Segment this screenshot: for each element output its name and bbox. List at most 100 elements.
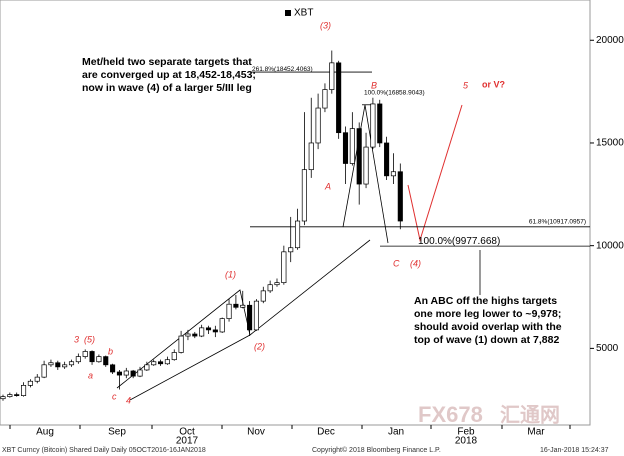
wave-label: (4) — [410, 258, 421, 268]
candle-body — [14, 394, 20, 396]
candle-body — [233, 303, 239, 308]
candle-body — [397, 171, 403, 222]
candle-body — [0, 396, 6, 400]
wave-label: 3 — [74, 334, 79, 344]
candle-body — [247, 304, 253, 331]
candle-body — [390, 171, 397, 177]
candle-body — [185, 333, 191, 337]
y-tick-label: 10000 — [596, 240, 624, 251]
candle-body — [27, 380, 33, 386]
legend-swatch — [285, 10, 291, 16]
candle-body — [7, 394, 13, 398]
fib-label: 100.0%(9977.668) — [418, 236, 500, 247]
x-tick-label: Feb — [457, 427, 475, 438]
candle-body — [103, 356, 109, 366]
candle-body — [274, 282, 280, 286]
candle-body — [384, 142, 390, 177]
footer: 16-Jan-2018 15:24:37 — [540, 447, 609, 454]
candle-body — [48, 362, 54, 366]
candle-body — [329, 62, 335, 90]
candle-body — [89, 351, 95, 363]
x-tick-label: Jan — [388, 427, 404, 438]
candle-body — [301, 169, 307, 222]
candle-body — [267, 284, 273, 292]
footer: Copyright© 2018 Bloomberg Finance L.P. — [312, 446, 441, 454]
candle-body — [34, 376, 40, 382]
wave-label: (1) — [225, 269, 236, 279]
wave-label: (3) — [320, 20, 331, 30]
candle-body — [55, 362, 61, 368]
candle-body — [137, 369, 143, 377]
wave-label: (2) — [254, 341, 265, 351]
x-tick-label: Nov — [247, 427, 265, 438]
candle-body — [281, 251, 287, 283]
x-tick-label: Mar — [527, 427, 545, 438]
wave-label: 5 — [463, 80, 469, 90]
fib-label: 261.8%(18452.4063) — [252, 66, 313, 73]
candle-body — [377, 103, 383, 144]
candle-body — [144, 364, 150, 371]
watermark: 汇通网 — [500, 403, 560, 426]
candle-body — [178, 335, 184, 353]
wave-label: b — [108, 346, 113, 356]
legend: XBT — [294, 8, 313, 19]
candle-body — [356, 128, 362, 185]
candle-body — [295, 220, 301, 249]
candle-body — [110, 364, 116, 373]
candle-body — [370, 103, 376, 148]
year-label: 2017 — [176, 436, 199, 447]
fib-label: 100.0%(16858.9043) — [364, 90, 425, 97]
candle-body — [199, 327, 205, 337]
y-tick-label: 5000 — [596, 343, 619, 354]
candle-body — [308, 142, 314, 171]
candle-body — [96, 356, 102, 363]
candle-body — [82, 351, 88, 357]
fib-label: 61.8%(10917.0957) — [529, 219, 586, 226]
wave-label: C — [393, 258, 400, 268]
wave-label: A — [324, 181, 331, 191]
candle-body — [158, 361, 164, 365]
candle-body — [75, 356, 81, 363]
candle-body — [212, 329, 218, 333]
x-tick-label: Sep — [108, 427, 126, 438]
candle-body — [130, 370, 136, 377]
annotation: one more leg lower to ~9,978; — [414, 308, 561, 320]
annotation: An ABC off the highs targets — [414, 295, 557, 307]
candle-body — [342, 132, 349, 164]
candle-body — [315, 107, 321, 144]
wave-label: a — [88, 370, 93, 380]
annotation: now in wave (4) of a larger 5/III leg — [82, 82, 252, 94]
candle-body — [349, 128, 355, 164]
candle-body — [192, 333, 198, 337]
candle-body — [226, 303, 232, 319]
wave-label: B — [371, 80, 377, 90]
wave-label: 4 — [126, 395, 131, 405]
plot-frame — [0, 0, 591, 426]
y-tick-label: 15000 — [596, 138, 624, 149]
x-tick-label: Dec — [317, 427, 335, 438]
candle-body — [123, 370, 129, 376]
wave-label: (5) — [84, 334, 95, 344]
wave-label: c — [112, 391, 117, 401]
x-tick-label: Oct — [179, 427, 195, 438]
candle-body — [171, 352, 177, 361]
year-label: 2018 — [455, 436, 478, 447]
candle-body — [253, 300, 260, 331]
x-tick-label: Aug — [36, 427, 54, 438]
wave-label: or V? — [482, 79, 505, 89]
annotation: Met/held two separate targets that — [82, 56, 252, 68]
candle-body — [164, 359, 170, 365]
candle-body — [68, 361, 75, 366]
y-tick-label: 20000 — [596, 35, 624, 46]
candle-body — [288, 247, 294, 253]
candle-body — [240, 304, 246, 308]
footer: XBT Curncy (Bitcoin) Shared Daily Daily … — [2, 447, 206, 454]
annotation: are converged up at 18,452-18,453; — [82, 69, 256, 81]
candle-body — [41, 364, 47, 378]
annotation: top of wave (1) down at 7,882 — [414, 334, 559, 346]
candle-body — [260, 290, 266, 302]
projection — [407, 104, 463, 242]
candle-body — [363, 146, 369, 185]
candle-body — [205, 327, 212, 331]
